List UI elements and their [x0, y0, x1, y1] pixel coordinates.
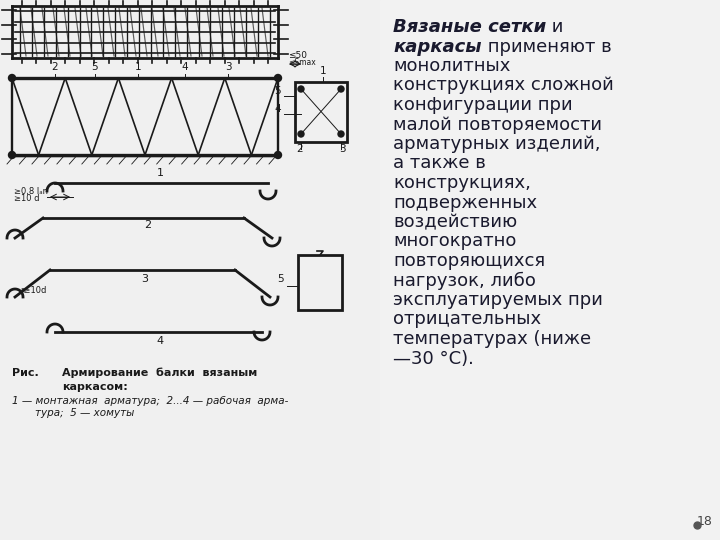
Text: температурах (ниже: температурах (ниже	[393, 330, 591, 348]
Text: 1: 1	[156, 168, 163, 178]
Text: 5: 5	[277, 274, 284, 284]
Circle shape	[298, 131, 304, 137]
Circle shape	[9, 75, 16, 82]
Text: 2: 2	[52, 62, 58, 72]
Text: каркасом:: каркасом:	[62, 382, 127, 392]
Text: 2: 2	[145, 220, 152, 230]
Text: 1: 1	[320, 66, 326, 76]
Text: 3: 3	[142, 274, 148, 284]
Text: 4: 4	[181, 62, 189, 72]
Text: конструкциях сложной: конструкциях сложной	[393, 77, 613, 94]
Text: и: и	[546, 18, 564, 36]
Circle shape	[274, 75, 282, 82]
Text: 4: 4	[274, 104, 281, 114]
Text: 18: 18	[697, 515, 713, 528]
Text: конфигурации при: конфигурации при	[393, 96, 572, 114]
Circle shape	[298, 86, 304, 92]
Text: эксплуатируемых при: эксплуатируемых при	[393, 291, 603, 309]
Text: конструкциях,: конструкциях,	[393, 174, 531, 192]
Text: повторяющихся: повторяющихся	[393, 252, 545, 270]
Text: многократно: многократно	[393, 233, 516, 251]
Text: 1 — монтажная  арматура;  2...4 — рабочая  арма-: 1 — монтажная арматура; 2...4 — рабочая …	[12, 396, 289, 406]
Text: подверженных: подверженных	[393, 193, 537, 212]
Text: ≥10 d: ≥10 d	[14, 194, 40, 203]
Text: ≤50: ≤50	[288, 51, 307, 60]
Text: арматурных изделий,: арматурных изделий,	[393, 135, 600, 153]
Text: 5: 5	[274, 86, 281, 96]
Text: 3: 3	[338, 144, 346, 154]
Text: —30 °C).: —30 °C).	[393, 349, 474, 368]
Text: ≤Smax: ≤Smax	[288, 58, 316, 67]
Text: 4: 4	[156, 336, 163, 346]
Text: 3: 3	[225, 62, 231, 72]
Text: 5: 5	[91, 62, 99, 72]
Circle shape	[338, 86, 344, 92]
Text: r≥10d: r≥10d	[20, 286, 46, 295]
Text: Армирование  балки  вязаным: Армирование балки вязаным	[62, 368, 257, 379]
Text: применяют в: применяют в	[482, 37, 611, 56]
Text: 1: 1	[135, 62, 141, 72]
Text: нагрузок, либо: нагрузок, либо	[393, 272, 536, 290]
Text: отрицательных: отрицательных	[393, 310, 541, 328]
Bar	[295, 82, 347, 142]
Circle shape	[338, 131, 344, 137]
Text: ≥0,8 lₐn: ≥0,8 lₐn	[14, 187, 48, 196]
Text: Рис.: Рис.	[12, 368, 39, 378]
Text: Вязаные сетки: Вязаные сетки	[393, 18, 546, 36]
Text: малой повторяемости: малой повторяемости	[393, 116, 602, 133]
Text: воздействию: воздействию	[393, 213, 517, 231]
Circle shape	[9, 152, 16, 159]
Text: каркасы: каркасы	[393, 37, 482, 56]
Text: а также в: а также в	[393, 154, 486, 172]
Text: тура;  5 — хомуты: тура; 5 — хомуты	[35, 408, 135, 418]
Text: 2: 2	[297, 144, 303, 154]
Circle shape	[274, 152, 282, 159]
Text: монолитных: монолитных	[393, 57, 510, 75]
Bar	[298, 255, 342, 310]
Bar	[380, 0, 720, 540]
